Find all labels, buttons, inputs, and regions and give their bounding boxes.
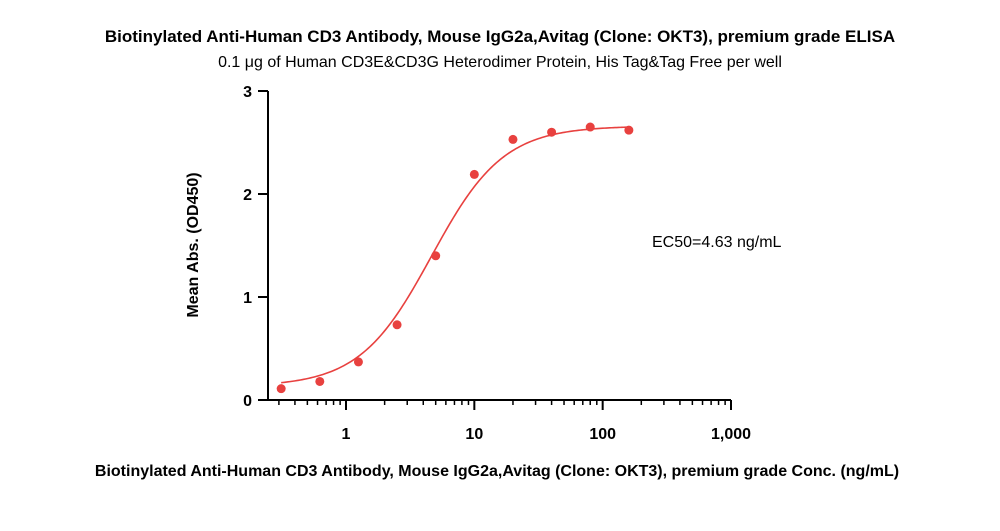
x-tick-label-100: 100 — [589, 426, 616, 443]
data-point — [469, 169, 479, 179]
y-axis-title: Mean Abs. (OD450) — [185, 172, 202, 317]
ec50-annotation: EC50=4.63 ng/mL — [652, 234, 782, 251]
data-point — [431, 251, 441, 261]
y-tick-label-0: 0 — [243, 393, 252, 410]
data-point — [392, 320, 402, 330]
data-point — [547, 127, 557, 137]
x-axis-title: Biotinylated Anti-Human CD3 Antibody, Mo… — [95, 463, 899, 480]
chart-title: Biotinylated Anti-Human CD3 Antibody, Mo… — [105, 27, 895, 46]
data-point — [315, 376, 325, 386]
data-point — [585, 122, 595, 132]
chart-subtitle: 0.1 μg of Human CD3E&CD3G Heterodimer Pr… — [218, 54, 782, 71]
data-point — [508, 134, 518, 144]
plot-area: 0 1 2 3 1 10 100 1,000 — [243, 84, 751, 443]
y-tick-label-1: 1 — [243, 290, 252, 307]
x-tick-label-1000: 1,000 — [711, 426, 751, 443]
data-point — [353, 357, 363, 367]
data-point — [276, 384, 286, 394]
x-tick-label-1: 1 — [342, 426, 351, 443]
data-point — [624, 125, 634, 135]
fit-curve — [281, 126, 629, 384]
y-tick-label-2: 2 — [243, 187, 252, 204]
y-tick-label-3: 3 — [243, 84, 252, 101]
x-tick-label-10: 10 — [465, 426, 483, 443]
